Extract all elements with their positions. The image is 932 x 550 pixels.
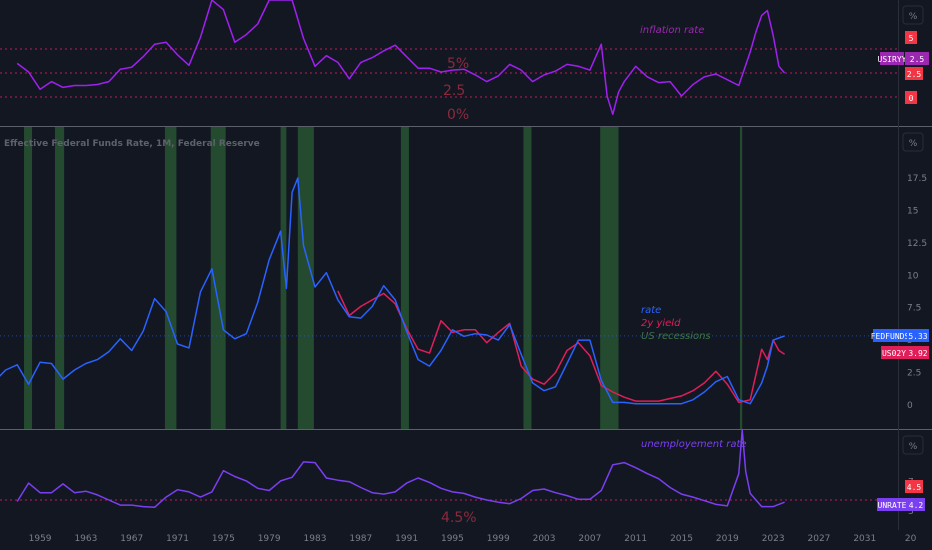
x-tick-2007: 2007 bbox=[578, 534, 601, 544]
unemployment-rate-label: unemployement rate bbox=[641, 439, 747, 450]
fedfunds-value: 5.33 bbox=[908, 332, 927, 341]
usiryy-line bbox=[16, 0, 786, 116]
x-tick-2011: 2011 bbox=[624, 534, 647, 544]
percent-symbol-mid: % bbox=[909, 139, 918, 149]
us02y-line bbox=[337, 290, 786, 404]
percent-symbol-bottom: % bbox=[909, 442, 918, 452]
series-lines bbox=[0, 0, 786, 509]
unrate-badge[interactable]: UNRATE 4.2 bbox=[877, 498, 925, 511]
level-badge-4-5: 4.5 bbox=[905, 480, 923, 493]
recession-band-6 bbox=[400, 127, 409, 429]
level-badge-0: 0 bbox=[905, 91, 917, 104]
two-five-note: 2.5 bbox=[443, 83, 465, 99]
unemployment-y-tick-0: 3 bbox=[908, 507, 914, 517]
mid-pane-title: Effective Federal Funds Rate, 1M, Federa… bbox=[4, 139, 260, 149]
recession-band-0 bbox=[24, 127, 33, 429]
rates-y-tick-3: 7.5 bbox=[907, 304, 921, 314]
fedfunds-badge[interactable]: FEDFUNDS 5.33 bbox=[871, 329, 929, 342]
level-badge-2-5: 2.5 bbox=[905, 67, 923, 80]
usiryy-name: USIRYY bbox=[878, 55, 907, 64]
x-tick-1963: 1963 bbox=[74, 534, 97, 544]
usiryy-badge[interactable]: USIRYY 2.5 bbox=[878, 52, 929, 65]
percent-symbol-top: % bbox=[909, 12, 918, 22]
x-tick-1991: 1991 bbox=[395, 534, 418, 544]
four-five-percent-note: 4.5% bbox=[441, 510, 477, 526]
recession-band-3 bbox=[210, 127, 226, 429]
x-tick-20: 20 bbox=[905, 534, 917, 544]
level-badge-5: 5 bbox=[905, 31, 917, 44]
recession-band-9 bbox=[739, 127, 743, 429]
x-tick-2027: 2027 bbox=[808, 534, 831, 544]
us02y-value: 3.92 bbox=[908, 349, 927, 358]
recession-band-4 bbox=[280, 127, 287, 429]
us02y-name: US02Y bbox=[882, 349, 906, 358]
inflation-rate-label: inflation rate bbox=[640, 25, 704, 36]
fedfunds-name: FEDFUNDS bbox=[871, 332, 910, 341]
recession-bands bbox=[24, 127, 743, 429]
x-tick-1979: 1979 bbox=[258, 534, 281, 544]
yield-label: 2y yield bbox=[641, 318, 681, 329]
unrate-name: UNRATE bbox=[878, 501, 907, 510]
x-tick-1995: 1995 bbox=[441, 534, 464, 544]
x-tick-1967: 1967 bbox=[120, 534, 143, 544]
rates-y-tick-6: 15 bbox=[907, 206, 918, 216]
fedfunds-line bbox=[0, 177, 785, 405]
svg-text:5: 5 bbox=[909, 34, 914, 43]
svg-text:0: 0 bbox=[909, 94, 914, 103]
rate-label: rate bbox=[641, 305, 661, 316]
x-tick-2003: 2003 bbox=[533, 534, 556, 544]
recession-label: US recessions bbox=[641, 331, 711, 342]
svg-text:2.5: 2.5 bbox=[907, 70, 922, 79]
percent-toggle-top[interactable]: % bbox=[902, 5, 924, 25]
x-tick-1983: 1983 bbox=[304, 534, 327, 544]
five-percent-note: 5% bbox=[447, 56, 469, 72]
recession-band-8 bbox=[600, 127, 619, 429]
zero-percent-note: 0% bbox=[447, 107, 469, 123]
x-tick-1987: 1987 bbox=[349, 534, 372, 544]
x-tick-1971: 1971 bbox=[166, 534, 189, 544]
x-tick-2019: 2019 bbox=[716, 534, 739, 544]
x-tick-1959: 1959 bbox=[29, 534, 52, 544]
x-tick-1999: 1999 bbox=[487, 534, 510, 544]
x-axis-ticks: 1959 1963 1967 1971 1975 1979 1983 1987 1991 1995… bbox=[29, 534, 917, 544]
rates-y-tick-4: 10 bbox=[907, 271, 919, 281]
us02y-badge[interactable]: US02Y 3.92 bbox=[881, 346, 929, 359]
unrate-line bbox=[16, 429, 785, 509]
recession-band-1 bbox=[54, 127, 65, 429]
percent-toggle-mid[interactable]: % bbox=[902, 132, 924, 152]
usiryy-value: 2.5 bbox=[910, 55, 925, 64]
x-tick-1975: 1975 bbox=[212, 534, 235, 544]
svg-text:4.5: 4.5 bbox=[907, 483, 922, 492]
recession-band-5 bbox=[297, 127, 314, 429]
recession-band-2 bbox=[164, 127, 177, 429]
rates-y-tick-1: 2.5 bbox=[907, 369, 921, 379]
unrate-value: 4.2 bbox=[909, 501, 924, 510]
percent-toggle-bottom[interactable]: % bbox=[902, 435, 924, 455]
rates-y-tick-5: 12.5 bbox=[907, 239, 927, 249]
rates-y-tick-0: 0 bbox=[907, 401, 913, 411]
x-tick-2015: 2015 bbox=[670, 534, 693, 544]
x-tick-2031: 2031 bbox=[853, 534, 876, 544]
x-tick-2023: 2023 bbox=[762, 534, 785, 544]
recession-band-7 bbox=[523, 127, 532, 429]
rates-y-tick-7: 17.5 bbox=[907, 174, 927, 184]
